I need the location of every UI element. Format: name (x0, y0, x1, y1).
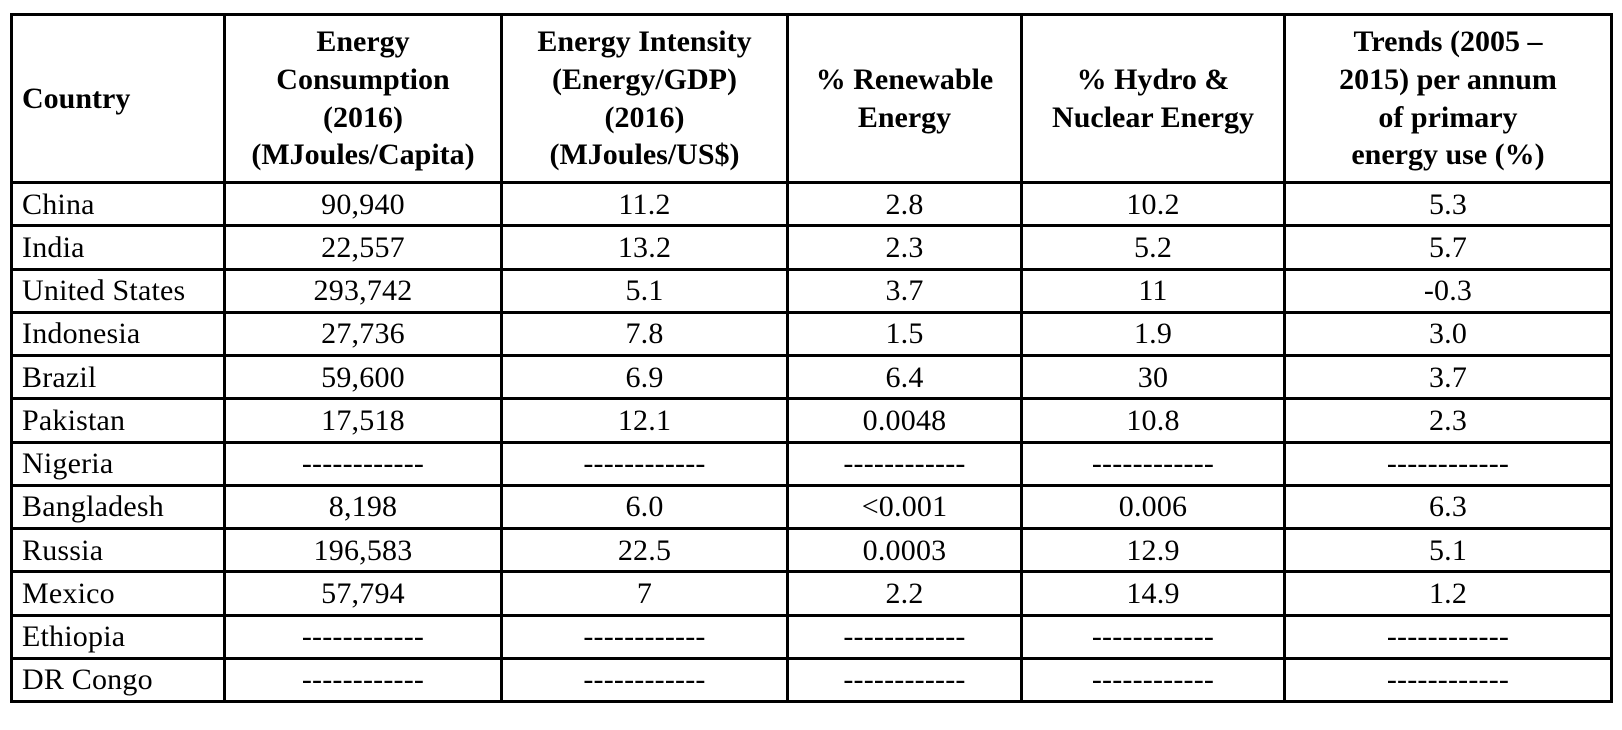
energy-consumption-cell: 196,583 (223, 526, 503, 574)
renewable-energy-cell: ------------ (786, 656, 1023, 704)
country-cell: United States (10, 267, 226, 314)
table-row: India 22,557 13.2 2.3 5.2 5.7 (10, 224, 1613, 271)
trend-cell: ------------ (1283, 440, 1613, 487)
trend-cell: 5.1 (1283, 526, 1613, 574)
energy-consumption-cell: 17,518 (223, 397, 503, 444)
trend-cell: 1.2 (1283, 570, 1613, 617)
header-row: Country Energy Consumption (2016) (MJoul… (10, 13, 1613, 184)
energy-intensity-cell: 12.1 (500, 397, 789, 444)
energy-consumption-cell: ------------ (223, 613, 503, 660)
country-cell: Russia (10, 526, 226, 574)
hydro-nuclear-energy-cell: ------------ (1020, 656, 1286, 704)
column-header-hydro-nuclear-energy: % Hydro & Nuclear Energy (1020, 13, 1286, 184)
renewable-energy-cell: 2.3 (786, 224, 1023, 271)
table-row: Bangladesh 8,198 6.0 <0.001 0.006 6.3 (10, 483, 1613, 531)
table-row: Mexico 57,794 7 2.2 14.9 1.2 (10, 570, 1613, 617)
trend-cell: 5.7 (1283, 224, 1613, 271)
table-row: United States 293,742 5.1 3.7 11 -0.3 (10, 267, 1613, 314)
country-cell: Mexico (10, 570, 226, 617)
energy-consumption-cell: 8,198 (223, 483, 503, 531)
renewable-energy-cell: 0.0003 (786, 526, 1023, 574)
country-cell: DR Congo (10, 656, 226, 704)
trend-cell: ------------ (1283, 656, 1613, 704)
table-row: Pakistan 17,518 12.1 0.0048 10.8 2.3 (10, 397, 1613, 444)
energy-consumption-cell: 293,742 (223, 267, 503, 314)
table-row: China 90,940 11.2 2.8 10.2 5.3 (10, 180, 1613, 228)
renewable-energy-cell: <0.001 (786, 483, 1023, 531)
trend-cell: 3.7 (1283, 353, 1613, 401)
country-cell: India (10, 224, 226, 271)
energy-intensity-cell: 6.9 (500, 353, 789, 401)
energy-intensity-cell: 5.1 (500, 267, 789, 314)
column-header-energy-intensity: Energy Intensity (Energy/GDP) (2016) (MJ… (500, 13, 789, 184)
table-body: China 90,940 11.2 2.8 10.2 5.3 India 22,… (10, 180, 1613, 704)
table-row: DR Congo ------------ ------------ -----… (10, 656, 1613, 704)
energy-consumption-cell: ------------ (223, 656, 503, 704)
renewable-energy-cell: 0.0048 (786, 397, 1023, 444)
trend-cell: 6.3 (1283, 483, 1613, 531)
column-header-country: Country (10, 13, 226, 184)
energy-consumption-cell: 59,600 (223, 353, 503, 401)
table-header: Country Energy Consumption (2016) (MJoul… (10, 13, 1613, 184)
trend-cell: 3.0 (1283, 310, 1613, 358)
column-header-renewable-energy: % Renewable Energy (786, 13, 1023, 184)
hydro-nuclear-energy-cell: 12.9 (1020, 526, 1286, 574)
energy-consumption-cell: ------------ (223, 440, 503, 487)
column-header-energy-consumption: Energy Consumption (2016) (MJoules/Capit… (223, 13, 503, 184)
country-cell: Bangladesh (10, 483, 226, 531)
hydro-nuclear-energy-cell: 11 (1020, 267, 1286, 314)
renewable-energy-cell: 6.4 (786, 353, 1023, 401)
energy-consumption-cell: 57,794 (223, 570, 503, 617)
table-row: Indonesia 27,736 7.8 1.5 1.9 3.0 (10, 310, 1613, 358)
table-row: Ethiopia ------------ ------------ -----… (10, 613, 1613, 660)
energy-consumption-cell: 90,940 (223, 180, 503, 228)
energy-intensity-cell: 11.2 (500, 180, 789, 228)
trend-cell: -0.3 (1283, 267, 1613, 314)
trend-cell: ------------ (1283, 613, 1613, 660)
country-cell: Indonesia (10, 310, 226, 358)
renewable-energy-cell: 1.5 (786, 310, 1023, 358)
country-cell: Nigeria (10, 440, 226, 487)
renewable-energy-cell: 2.8 (786, 180, 1023, 228)
table-row: Russia 196,583 22.5 0.0003 12.9 5.1 (10, 526, 1613, 574)
column-header-trends: Trends (2005 – 2015) per annum of primar… (1283, 13, 1613, 184)
country-cell: China (10, 180, 226, 228)
table-row: Brazil 59,600 6.9 6.4 30 3.7 (10, 353, 1613, 401)
energy-intensity-cell: ------------ (500, 613, 789, 660)
trend-cell: 5.3 (1283, 180, 1613, 228)
hydro-nuclear-energy-cell: 30 (1020, 353, 1286, 401)
hydro-nuclear-energy-cell: 1.9 (1020, 310, 1286, 358)
energy-intensity-cell: ------------ (500, 440, 789, 487)
country-cell: Ethiopia (10, 613, 226, 660)
energy-statistics-table: Country Energy Consumption (2016) (MJoul… (10, 13, 1613, 704)
renewable-energy-cell: 2.2 (786, 570, 1023, 617)
country-cell: Pakistan (10, 397, 226, 444)
energy-consumption-cell: 27,736 (223, 310, 503, 358)
hydro-nuclear-energy-cell: 5.2 (1020, 224, 1286, 271)
energy-intensity-cell: 13.2 (500, 224, 789, 271)
renewable-energy-cell: ------------ (786, 613, 1023, 660)
trend-cell: 2.3 (1283, 397, 1613, 444)
energy-intensity-cell: 7.8 (500, 310, 789, 358)
hydro-nuclear-energy-cell: 10.8 (1020, 397, 1286, 444)
country-cell: Brazil (10, 353, 226, 401)
energy-intensity-cell: 7 (500, 570, 789, 617)
hydro-nuclear-energy-cell: 14.9 (1020, 570, 1286, 617)
renewable-energy-cell: ------------ (786, 440, 1023, 487)
hydro-nuclear-energy-cell: 10.2 (1020, 180, 1286, 228)
energy-intensity-cell: ------------ (500, 656, 789, 704)
energy-intensity-cell: 22.5 (500, 526, 789, 574)
energy-intensity-cell: 6.0 (500, 483, 789, 531)
hydro-nuclear-energy-cell: 0.006 (1020, 483, 1286, 531)
hydro-nuclear-energy-cell: ------------ (1020, 613, 1286, 660)
energy-consumption-cell: 22,557 (223, 224, 503, 271)
renewable-energy-cell: 3.7 (786, 267, 1023, 314)
table-row: Nigeria ------------ ------------ ------… (10, 440, 1613, 487)
hydro-nuclear-energy-cell: ------------ (1020, 440, 1286, 487)
